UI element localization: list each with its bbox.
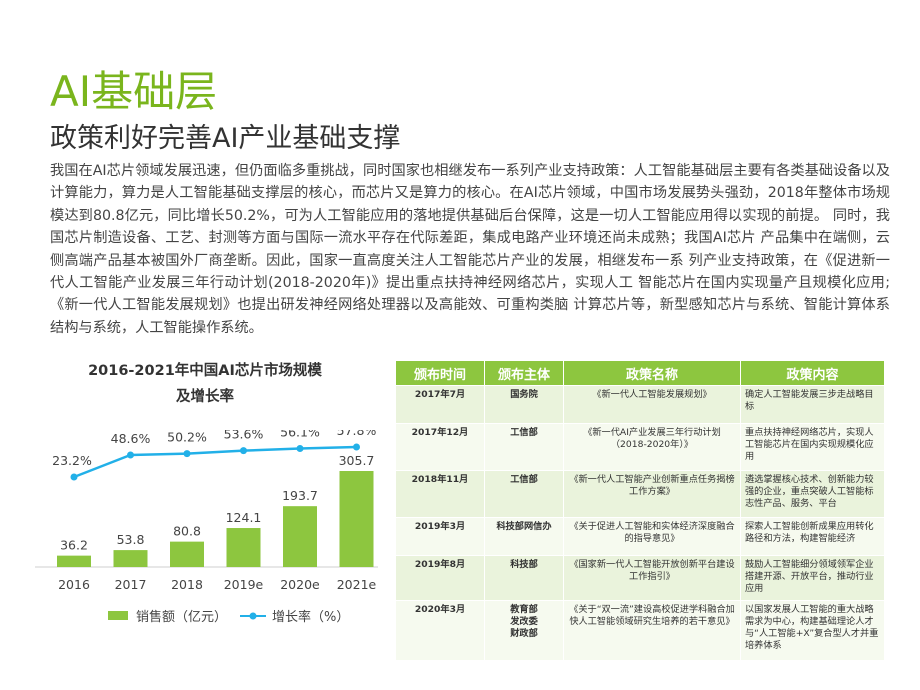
chart-title-line2: 及增长率 xyxy=(176,389,234,405)
bar-label-2018: 80.8 xyxy=(173,524,201,539)
growth-point-2020e xyxy=(296,444,304,452)
growth-point-2018 xyxy=(183,450,191,458)
x-tick-2016: 2016 xyxy=(58,577,90,592)
cell-body: 教育部 发改委 财政部 xyxy=(484,600,564,661)
growth-label-2019e: 53.6% xyxy=(224,430,264,442)
bar-label-2021e: 305.7 xyxy=(339,453,375,468)
cell-body: 工信部 xyxy=(484,423,564,471)
bar-label-2019e: 124.1 xyxy=(226,510,262,525)
cell-name: 《新一代AI产业发展三年行动计划（2018-2020年）》 xyxy=(563,423,741,471)
growth-rate-line xyxy=(73,445,357,479)
growth-label-2020e: 56.1% xyxy=(280,430,320,439)
bar-2016 xyxy=(57,555,91,567)
cell-content: 遴选掌握核心技术、创新能力较强的企业，重点突破人工智能标志性产品、服务、平台 xyxy=(740,470,885,518)
cell-name: 《关于“双一流”建设高校促进学科融合加快人工智能领域研究生培养的若干意见》 xyxy=(563,600,741,661)
cell-name: 《国家新一代人工智能开放创新平台建设工作指引》 xyxy=(563,555,741,601)
growth-point-2019e xyxy=(240,447,247,455)
growth-point-2016 xyxy=(70,473,78,481)
cell-content: 确定人工智能发展三步走战略目标 xyxy=(740,385,885,424)
table-row: 2017年12月 工信部 《新一代AI产业发展三年行动计划（2018-2020年）》… xyxy=(395,423,885,471)
bar-label-2017: 53.8 xyxy=(117,532,145,547)
header-content: 政策内容 xyxy=(740,360,885,386)
header-name: 政策名称 xyxy=(563,360,741,386)
x-tick-2017: 2017 xyxy=(115,577,147,592)
growth-label-2018: 50.2% xyxy=(167,430,207,445)
bar-2018 xyxy=(170,541,204,567)
legend-bar: 销售额（亿元） xyxy=(108,606,227,625)
bar-2020e xyxy=(283,506,317,567)
body-paragraph: 我国在AI芯片领域发展迅速，但仍面临多重挑战，同时国家也相继发布一系列产业支持政… xyxy=(50,163,890,336)
cell-time: 2020年3月 xyxy=(395,600,485,661)
x-tick-2020e: 2020e xyxy=(280,577,320,592)
header-body: 颁布主体 xyxy=(484,360,564,386)
cell-time: 2017年12月 xyxy=(395,423,485,471)
growth-label-2021e: 57.8% xyxy=(337,430,377,438)
cell-content: 鼓励人工智能细分领域领军企业搭建开源、开放平台，推动行业应用 xyxy=(740,555,885,601)
cell-content: 以国家发展人工智能的重大战略需求为中心，构建基础理论人才与“人工智能+X”复合型… xyxy=(740,600,885,661)
bar-label-2016: 36.2 xyxy=(60,538,88,553)
cell-body: 科技部网信办 xyxy=(484,517,564,556)
bar-label-2020e: 193.7 xyxy=(282,488,318,503)
cell-time: 2018年11月 xyxy=(395,470,485,518)
growth-point-2021e xyxy=(353,443,360,451)
bar-2019e xyxy=(226,528,261,567)
chart-title: 2016-2021年中国AI芯片市场规模 及增长率 xyxy=(40,358,370,410)
table-row: 2019年8月 科技部 《国家新一代人工智能开放创新平台建设工作指引》 鼓励人工智能细… xyxy=(395,555,885,601)
legend-line-label: 增长率（%） xyxy=(272,610,350,625)
growth-label-2016: 23.2% xyxy=(52,453,92,468)
legend-bar-label: 销售额（亿元） xyxy=(136,610,228,625)
chart-title-line1: 2016-2021年中国AI芯片市场规模 xyxy=(88,363,322,379)
cell-body: 工信部 xyxy=(484,470,564,518)
page-title: AI基础层 xyxy=(50,67,218,116)
page-subtitle: 政策利好完善AI产业基础支撑 xyxy=(50,123,401,154)
growth-point-2017 xyxy=(127,451,134,459)
market-size-chart: 36.2 2016 53.8 2017 80.8 2018 124.1 2019e 193.7 2… xyxy=(35,430,378,592)
policy-table: 颁布时间 颁布主体 政策名称 政策内容 2017年7月 国务院 《新一代人工智能发展… xyxy=(395,360,885,661)
table-header-row: 颁布时间 颁布主体 政策名称 政策内容 xyxy=(395,360,885,386)
cell-content: 重点扶持神经网络芯片，实现人工智能芯片在国内实现规模化应用 xyxy=(740,423,885,471)
cell-body: 国务院 xyxy=(484,385,564,424)
cell-content: 探索人工智能创新成果应用转化路径和方法，构建智能经济 xyxy=(740,517,885,556)
cell-time: 2019年3月 xyxy=(395,517,485,556)
legend-line: 增长率（%） xyxy=(240,606,349,625)
cell-name: 《新一代人工智能产业创新重点任务揭榜工作方案》 xyxy=(563,470,741,518)
table-row: 2018年11月 工信部 《新一代人工智能产业创新重点任务揭榜工作方案》 遴选掌握核心… xyxy=(395,470,885,518)
table-row: 2019年3月 科技部网信办 《关于促进人工智能和实体经济深度融合的指导意见》 探索人… xyxy=(395,517,885,556)
table-row: 2017年7月 国务院 《新一代人工智能发展规划》 确定人工智能发展三步走战略目标 xyxy=(395,385,885,424)
growth-label-2017: 48.6% xyxy=(111,431,151,446)
cell-time: 2019年8月 xyxy=(395,555,485,601)
x-tick-2018: 2018 xyxy=(171,577,203,592)
cell-time: 2017年7月 xyxy=(395,385,485,424)
bar-2021e xyxy=(339,471,374,567)
cell-name: 《关于促进人工智能和实体经济深度融合的指导意见》 xyxy=(563,517,741,556)
cell-name: 《新一代人工智能发展规划》 xyxy=(563,385,741,424)
x-tick-2019e: 2019e xyxy=(224,577,264,592)
bar-2017 xyxy=(113,550,148,567)
table-row: 2020年3月 教育部 发改委 财政部 《关于“双一流”建设高校促进学科融合加快人工… xyxy=(395,600,885,661)
cell-body: 科技部 xyxy=(484,555,564,601)
legend-bar-swatch xyxy=(108,611,128,620)
header-time: 颁布时间 xyxy=(395,360,485,386)
x-tick-2021e: 2021e xyxy=(337,577,377,592)
legend-line-swatch xyxy=(240,612,266,619)
